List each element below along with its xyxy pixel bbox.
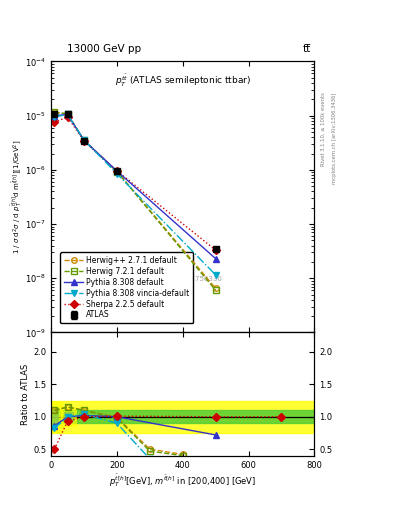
Herwig++ 2.7.1 default: [213, 285, 218, 291]
Legend: Herwig++ 2.7.1 default, Herwig 7.2.1 default, Pythia 8.308 default, Pythia 8.308: Herwig++ 2.7.1 default, Herwig 7.2.1 def…: [60, 252, 193, 323]
Sherpa 2.2.5 default: [82, 138, 86, 144]
Line: Sherpa 2.2.5 default: Sherpa 2.2.5 default: [51, 114, 219, 253]
Pythia 8.308 default: [213, 255, 218, 262]
Line: Herwig 7.2.1 default: Herwig 7.2.1 default: [51, 110, 219, 293]
Herwig 7.2.1 default: [115, 168, 119, 175]
Herwig++ 2.7.1 default: [82, 137, 86, 143]
Y-axis label: Ratio to ATLAS: Ratio to ATLAS: [21, 364, 30, 425]
X-axis label: $p_T^{\bar{t}[h]}$[GeV], $m^{\bar{t}[h]}$ in [200,400] [GeV]: $p_T^{\bar{t}[h]}$[GeV], $m^{\bar{t}[h]}…: [109, 472, 256, 489]
Sherpa 2.2.5 default: [52, 119, 57, 125]
Line: Pythia 8.308 vincia-default: Pythia 8.308 vincia-default: [51, 112, 219, 278]
Herwig 7.2.1 default: [82, 137, 86, 143]
Bar: [50, 409, 59, 424]
Text: mcplots.cern.ch [arXiv:1306.3436]: mcplots.cern.ch [arXiv:1306.3436]: [332, 92, 337, 184]
Text: tt̅: tt̅: [302, 44, 310, 54]
Text: Rivet 3.1.10, ≥ 100k events: Rivet 3.1.10, ≥ 100k events: [320, 92, 325, 166]
Pythia 8.308 default: [52, 113, 57, 119]
Y-axis label: 1 / $\sigma$ d$^2\sigma$ / d $p_T^{\bar{t}[h]}$d m$^{\bar{t}[h]}$][1/GeV$^2$]: 1 / $\sigma$ d$^2\sigma$ / d $p_T^{\bar{…: [9, 140, 24, 254]
Herwig 7.2.1 default: [52, 109, 57, 115]
Sherpa 2.2.5 default: [65, 114, 70, 120]
Line: Pythia 8.308 default: Pythia 8.308 default: [51, 112, 219, 262]
Bar: [46, 400, 62, 433]
Pythia 8.308 vincia-default: [82, 137, 86, 143]
Sherpa 2.2.5 default: [213, 247, 218, 253]
Text: 13000 GeV pp: 13000 GeV pp: [67, 44, 141, 54]
Sherpa 2.2.5 default: [115, 168, 119, 174]
Pythia 8.308 vincia-default: [65, 112, 70, 118]
Bar: [51, 400, 314, 433]
Herwig++ 2.7.1 default: [65, 111, 70, 117]
Bar: [51, 410, 314, 423]
Herwig++ 2.7.1 default: [115, 168, 119, 175]
Pythia 8.308 vincia-default: [115, 170, 119, 177]
Bar: [61, 407, 77, 426]
Bar: [64, 412, 74, 422]
Pythia 8.308 default: [115, 168, 119, 174]
Pythia 8.308 default: [82, 137, 86, 143]
Line: Herwig++ 2.7.1 default: Herwig++ 2.7.1 default: [51, 110, 219, 291]
Pythia 8.308 default: [65, 112, 70, 118]
Pythia 8.308 vincia-default: [52, 114, 57, 120]
Herwig 7.2.1 default: [213, 287, 218, 293]
Text: ATLAS_2019_I1750330: ATLAS_2019_I1750330: [143, 275, 223, 282]
Text: $p_T^{t\bar{t}}$ (ATLAS semileptonic ttbar): $p_T^{t\bar{t}}$ (ATLAS semileptonic ttb…: [115, 72, 251, 89]
Pythia 8.308 vincia-default: [213, 272, 218, 278]
Herwig++ 2.7.1 default: [52, 109, 57, 115]
Herwig 7.2.1 default: [65, 111, 70, 117]
